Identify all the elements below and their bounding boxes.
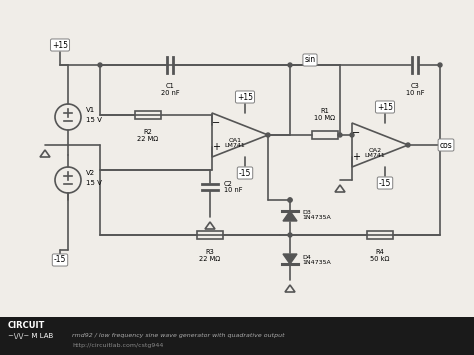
Text: 15 V: 15 V: [86, 117, 102, 123]
Text: −: −: [212, 118, 220, 128]
Text: D3
1N4735A: D3 1N4735A: [302, 209, 331, 220]
Circle shape: [350, 133, 354, 137]
Text: -15: -15: [54, 256, 66, 264]
Circle shape: [288, 63, 292, 67]
Text: ~\/\/~ M LAB: ~\/\/~ M LAB: [8, 333, 53, 339]
FancyBboxPatch shape: [0, 317, 474, 355]
Text: -15: -15: [379, 179, 391, 187]
Text: OA1
LM741: OA1 LM741: [225, 138, 246, 148]
Polygon shape: [283, 254, 297, 264]
Text: rmd92 / low frequency sine wave generator with quadrative output: rmd92 / low frequency sine wave generato…: [72, 333, 284, 339]
Text: cos: cos: [439, 141, 452, 149]
Circle shape: [266, 133, 270, 137]
Text: OA2
LM741: OA2 LM741: [365, 148, 385, 158]
Circle shape: [338, 133, 342, 137]
Text: http://circuitlab.com/cstg944: http://circuitlab.com/cstg944: [72, 343, 164, 348]
Text: +15: +15: [237, 93, 253, 102]
Text: C1
20 nF: C1 20 nF: [161, 83, 179, 96]
Text: +15: +15: [52, 40, 68, 49]
Circle shape: [288, 198, 292, 202]
Text: R1
10 MΩ: R1 10 MΩ: [315, 108, 336, 121]
Polygon shape: [283, 211, 297, 221]
Text: -15: -15: [239, 169, 251, 178]
Text: +15: +15: [377, 103, 393, 111]
Circle shape: [406, 143, 410, 147]
Circle shape: [288, 198, 292, 202]
Text: R3
22 MΩ: R3 22 MΩ: [200, 249, 220, 262]
Text: R2
22 MΩ: R2 22 MΩ: [137, 129, 159, 142]
Circle shape: [438, 63, 442, 67]
Text: V2: V2: [86, 170, 95, 176]
Text: +: +: [212, 142, 220, 152]
Text: +: +: [352, 152, 360, 162]
Text: 15 V: 15 V: [86, 180, 102, 186]
Text: V1: V1: [86, 107, 95, 113]
Text: sin: sin: [304, 55, 316, 65]
Text: C2
10 nF: C2 10 nF: [224, 180, 243, 193]
Text: C3
10 nF: C3 10 nF: [406, 83, 424, 96]
Text: D4
1N4735A: D4 1N4735A: [302, 255, 331, 266]
Circle shape: [98, 63, 102, 67]
Circle shape: [288, 233, 292, 237]
Text: −: −: [352, 128, 360, 138]
Text: CIRCUIT: CIRCUIT: [8, 321, 46, 329]
Text: R4
50 kΩ: R4 50 kΩ: [370, 249, 390, 262]
